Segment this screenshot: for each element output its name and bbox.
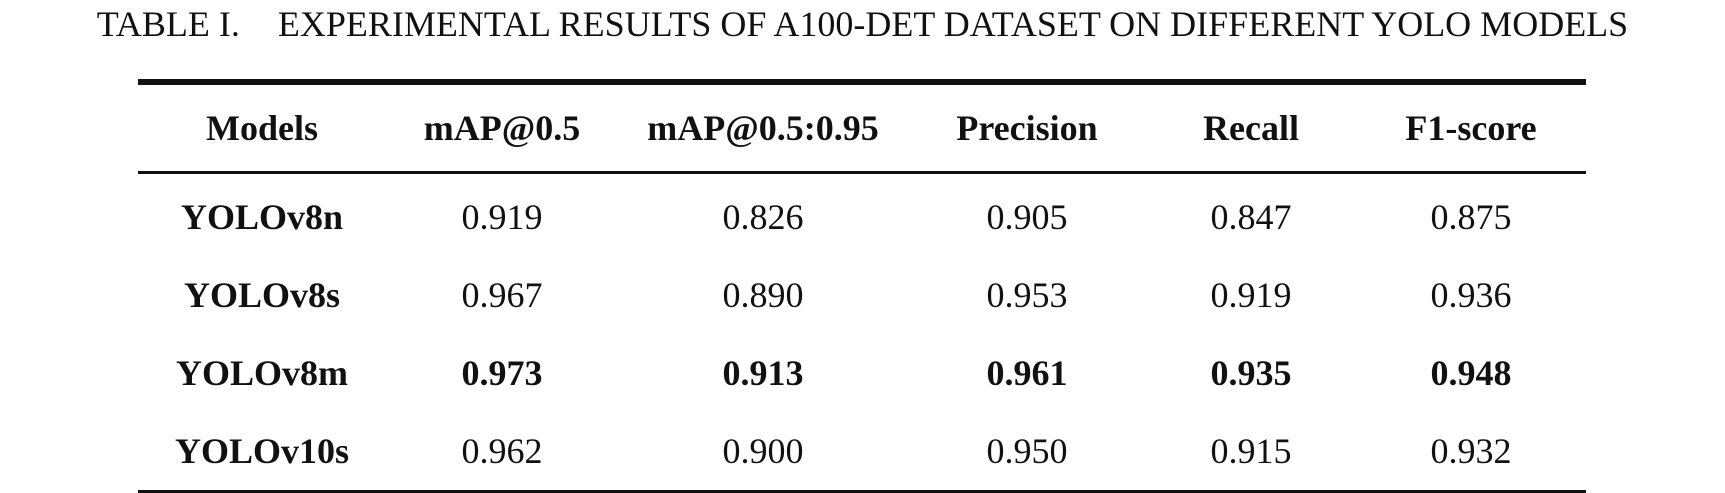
results-table-container: Models mAP@0.5 mAP@0.5:0.95 Precision Re… [138,79,1586,493]
cell-map5095: 0.826 [722,197,804,237]
cell-f1: 0.948 [1430,353,1512,393]
table-row: YOLOv10s 0.962 0.900 0.950 0.915 0.932 [138,412,1586,492]
header-models: Models [206,108,318,148]
cell-recall: 0.935 [1210,353,1292,393]
cell-precision: 0.905 [986,197,1068,237]
table-caption: TABLE I. EXPERIMENTAL RESULTS OF A100-DET… [0,2,1725,46]
cell-precision: 0.950 [986,431,1068,471]
cell-f1: 0.936 [1430,275,1512,315]
cell-recall: 0.847 [1210,197,1292,237]
cell-recall: 0.919 [1210,275,1292,315]
header-recall: Recall [1203,108,1299,148]
cell-map5095: 0.900 [722,431,804,471]
header-f1: F1-score [1405,108,1537,148]
cell-map50: 0.962 [461,431,543,471]
cell-model: YOLOv10s [174,431,350,471]
cell-model: YOLOv8s [183,275,341,315]
cell-precision: 0.953 [986,275,1068,315]
header-map5095: mAP@0.5:0.95 [647,108,879,148]
cell-map5095: 0.890 [722,275,804,315]
cell-f1: 0.932 [1430,431,1512,471]
header-precision: Precision [956,108,1098,148]
cell-model: YOLOv8m [175,353,348,393]
cell-map50: 0.973 [461,353,543,393]
header-row: Models mAP@0.5 mAP@0.5:0.95 Precision Re… [138,82,1586,173]
table-title: EXPERIMENTAL RESULTS OF A100-DET DATASET… [277,4,1629,44]
table-row: YOLOv8s 0.967 0.890 0.953 0.919 0.936 [138,256,1586,334]
header-map50: mAP@0.5 [423,108,581,148]
cell-map5095: 0.913 [722,353,804,393]
results-table: Models mAP@0.5 mAP@0.5:0.95 Precision Re… [138,79,1586,493]
table-row-best: YOLOv8m 0.973 0.913 0.961 0.935 0.948 [138,334,1586,412]
cell-map50: 0.919 [461,197,543,237]
cell-f1: 0.875 [1430,197,1512,237]
cell-precision: 0.961 [986,353,1068,393]
cell-recall: 0.915 [1210,431,1292,471]
table-row: YOLOv8n 0.919 0.826 0.905 0.847 0.875 [138,173,1586,257]
cell-map50: 0.967 [461,275,543,315]
table-number: TABLE I. [96,4,240,44]
cell-model: YOLOv8n [180,197,344,237]
